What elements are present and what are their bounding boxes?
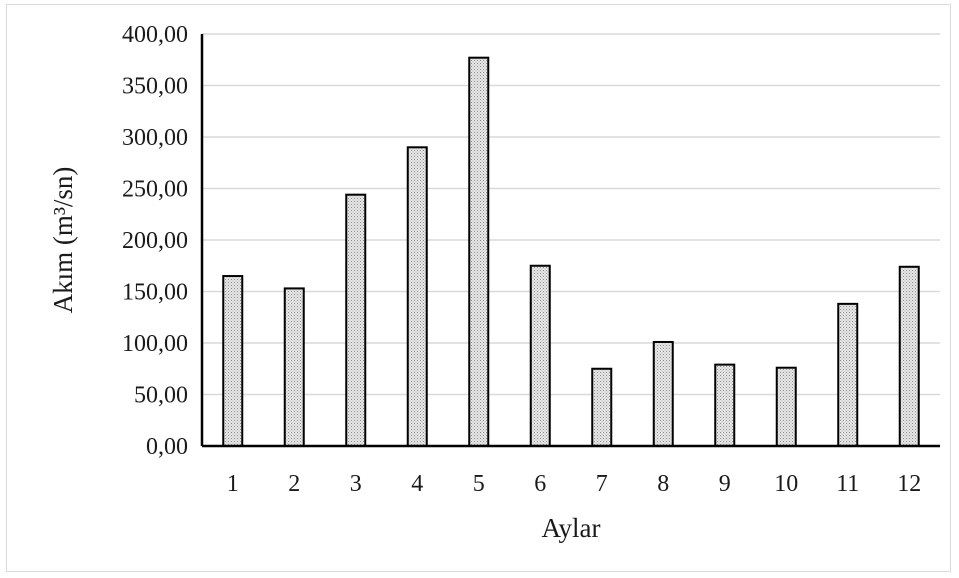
bar bbox=[652, 340, 674, 447]
bar bbox=[529, 264, 551, 447]
y-tick-label: 250,00 bbox=[122, 177, 188, 203]
bar bbox=[468, 56, 490, 447]
x-tick-label: 8 bbox=[657, 471, 669, 497]
bar bbox=[837, 302, 859, 447]
bar bbox=[775, 366, 797, 447]
bar bbox=[283, 287, 305, 447]
x-tick-label: 1 bbox=[227, 471, 239, 497]
x-tick-label: 5 bbox=[473, 471, 485, 497]
x-tick-label: 10 bbox=[774, 471, 798, 497]
bars bbox=[222, 56, 920, 448]
x-tick-label: 2 bbox=[288, 471, 300, 497]
bar bbox=[591, 367, 613, 447]
x-tick-label: 4 bbox=[411, 471, 423, 497]
y-tick-label: 150,00 bbox=[122, 280, 188, 306]
x-tick-label: 3 bbox=[350, 471, 362, 497]
x-tick-label: 6 bbox=[534, 471, 546, 497]
y-tick-label: 400,00 bbox=[122, 22, 188, 48]
x-tick-label: 7 bbox=[596, 471, 608, 497]
gridlines bbox=[202, 33, 940, 396]
y-tick-label: 100,00 bbox=[122, 331, 188, 357]
y-tick-label: 300,00 bbox=[122, 125, 188, 151]
x-tick-label: 12 bbox=[897, 471, 921, 497]
bar bbox=[406, 146, 428, 448]
y-axis-title: Akım (m³/sn) bbox=[48, 167, 78, 314]
y-tick-label: 0,00 bbox=[146, 434, 188, 460]
x-tick-label: 11 bbox=[836, 471, 859, 497]
x-axis-title: Aylar bbox=[542, 513, 601, 543]
bar bbox=[898, 265, 920, 447]
y-tick-label: 50,00 bbox=[134, 383, 188, 409]
y-tick-label: 350,00 bbox=[122, 74, 188, 100]
y-tick-labels: 0,00 50,00 100,00 150,00 200,00 250,00 300,00 3… bbox=[122, 22, 188, 460]
bar bbox=[714, 363, 736, 448]
y-tick-label: 200,00 bbox=[122, 228, 188, 254]
axes bbox=[200, 34, 940, 448]
x-tick-label: 9 bbox=[719, 471, 731, 497]
bar bbox=[222, 275, 244, 447]
bar bbox=[345, 193, 367, 447]
x-tick-labels: 1 2 3 4 5 6 7 8 9 10 11 12 bbox=[227, 471, 922, 497]
